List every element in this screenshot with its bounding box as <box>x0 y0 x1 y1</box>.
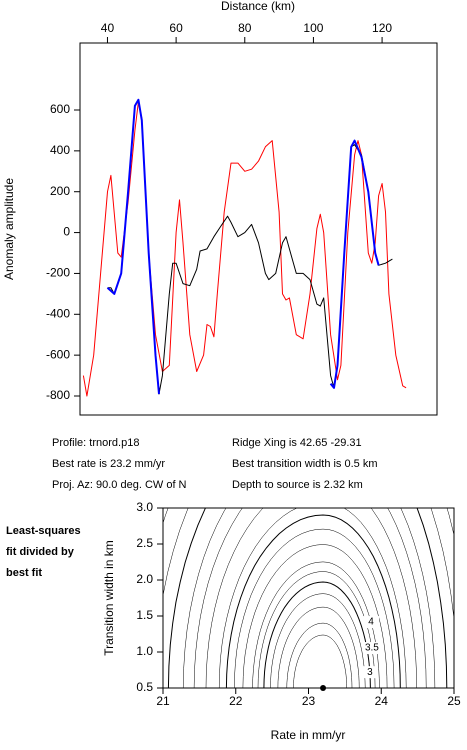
x-tick-label: 25 <box>447 694 461 708</box>
y-tick-label: -200 <box>46 266 70 280</box>
contour-line <box>168 411 446 688</box>
contour-line <box>0 41 467 688</box>
x-tick-label: 23 <box>302 694 316 708</box>
contour-line <box>29 161 467 688</box>
contour-line <box>206 478 417 688</box>
contour-label: 4 <box>368 617 374 628</box>
annotation: Depth to source is 2.32 km <box>232 479 363 491</box>
annotation: Least-squares <box>6 525 81 537</box>
y-tick-label: 2.0 <box>136 572 153 586</box>
contours <box>0 0 467 688</box>
y-tick-label: 600 <box>50 102 70 116</box>
y-axis-title: Anomaly amplitude <box>2 178 16 280</box>
y-tick-label: 200 <box>50 184 70 198</box>
annotation: Best rate is 23.2 mm/yr <box>52 458 165 470</box>
contour-line <box>0 0 467 688</box>
x-tick-label: 80 <box>238 21 252 35</box>
x-axis-title: Distance (km) <box>221 0 295 13</box>
contour-line <box>0 6 467 688</box>
y-axis-title: Transition width in km <box>102 540 116 656</box>
contour-line <box>287 623 352 688</box>
x-tick-label: 40 <box>101 21 115 35</box>
annotation: Best transition width is 0.5 km <box>232 458 378 470</box>
annotation: fit divided by <box>6 546 75 558</box>
contour-line <box>264 582 371 688</box>
annotation: Profile: trnord.p18 <box>52 437 139 449</box>
plot-frame <box>163 508 454 688</box>
x-axis-title: Rate in mm/yr <box>271 728 346 742</box>
y-tick-label: -400 <box>46 306 70 320</box>
contour-label: 3.5 <box>365 643 379 654</box>
data-line <box>108 100 393 394</box>
y-tick-label: 400 <box>50 143 70 157</box>
contour-line <box>0 0 467 688</box>
annotation: best fit <box>6 567 42 579</box>
y-tick-label: 2.5 <box>136 536 153 550</box>
x-tick-label: 120 <box>372 21 392 35</box>
x-tick-label: 60 <box>169 21 183 35</box>
x-tick-label: 22 <box>229 694 243 708</box>
best-fit-point <box>320 685 326 691</box>
contour-line <box>258 572 375 689</box>
contour-line <box>138 357 467 688</box>
y-tick-label: -600 <box>46 347 70 361</box>
contour-line <box>294 635 347 688</box>
y-tick-label: 1.5 <box>136 608 153 622</box>
contour-line <box>183 438 435 688</box>
y-tick-label: -800 <box>46 388 70 402</box>
contour-line <box>5 118 467 688</box>
y-tick-label: 0 <box>63 225 70 239</box>
plot-frame <box>80 43 437 415</box>
y-tick-label: 3.0 <box>136 500 153 514</box>
x-tick-label: 21 <box>156 694 170 708</box>
x-tick-label: 24 <box>375 694 389 708</box>
annotation: Ridge Xing is 42.65 -29.31 <box>232 437 362 449</box>
annotation: Proj. Az: 90.0 deg. CW of N <box>52 479 187 491</box>
contour-line <box>0 79 467 689</box>
x-tick-label: 100 <box>303 21 323 35</box>
contour-line <box>278 607 359 688</box>
y-tick-label: 0.5 <box>136 680 153 694</box>
contour-line <box>0 0 467 688</box>
data-line <box>108 100 379 394</box>
y-tick-label: 1.0 <box>136 644 153 658</box>
contour-label: 3 <box>367 667 373 678</box>
